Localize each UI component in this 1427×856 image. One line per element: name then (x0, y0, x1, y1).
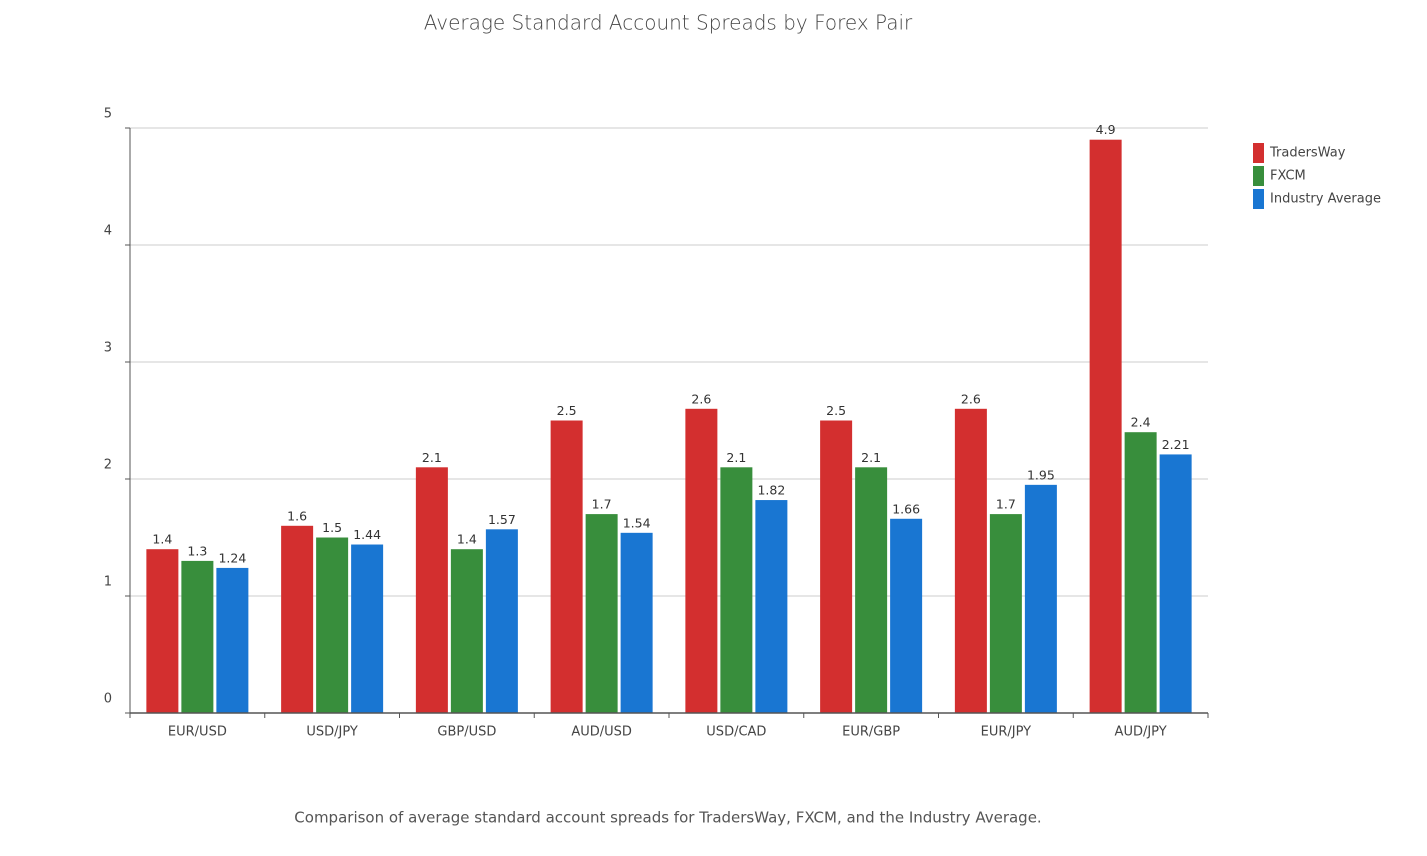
bar (1089, 139, 1122, 713)
value-label: 2.1 (861, 450, 881, 465)
legend-swatch (1253, 189, 1264, 209)
bar (620, 532, 653, 713)
value-label: 1.24 (218, 550, 246, 565)
bar (1159, 454, 1192, 713)
value-label: 1.4 (457, 532, 477, 547)
x-tick-label: USD/CAD (706, 725, 766, 740)
bar (316, 537, 349, 713)
bar (1024, 484, 1057, 713)
bar (585, 514, 618, 713)
value-label: 2.4 (1131, 415, 1151, 430)
x-tick-label: USD/JPY (306, 725, 358, 740)
value-label: 1.7 (996, 497, 1016, 512)
bar (1124, 432, 1157, 713)
x-tick-label: EUR/USD (168, 725, 227, 740)
value-label: 1.66 (892, 501, 920, 516)
bar (181, 560, 214, 713)
value-label: 1.44 (353, 527, 381, 542)
legend-label: TradersWay (1269, 146, 1346, 161)
value-label: 2.5 (557, 403, 577, 418)
value-label: 2.6 (691, 391, 711, 406)
y-tick-label: 5 (104, 107, 112, 122)
bar (855, 467, 888, 713)
value-label: 1.3 (187, 543, 207, 558)
bar (281, 525, 314, 713)
bar (954, 408, 987, 713)
value-label: 2.1 (726, 450, 746, 465)
chart-title: Average Standard Account Spreads by Fore… (424, 11, 913, 35)
value-label: 1.4 (152, 532, 172, 547)
x-tick-label: EUR/JPY (981, 725, 1032, 740)
x-tick-label: GBP/USD (437, 725, 496, 740)
value-label: 1.95 (1027, 467, 1055, 482)
bar (146, 549, 179, 713)
bar (820, 420, 853, 713)
value-label: 1.54 (623, 515, 651, 530)
x-tick-label: AUD/USD (571, 725, 632, 740)
value-label: 2.21 (1162, 437, 1190, 452)
value-label: 2.6 (961, 391, 981, 406)
y-tick-label: 2 (104, 458, 112, 473)
bar (415, 467, 448, 713)
bar (685, 408, 718, 713)
value-label: 1.6 (287, 508, 307, 523)
value-label: 2.5 (826, 403, 846, 418)
legend-swatch (1253, 143, 1264, 163)
y-tick-label: 1 (104, 575, 112, 590)
chart-caption: Comparison of average standard account s… (294, 809, 1041, 827)
x-tick-label: EUR/GBP (842, 725, 900, 740)
bar (485, 529, 518, 713)
y-tick-label: 0 (104, 692, 112, 707)
bar (755, 500, 788, 713)
value-label: 2.1 (422, 450, 442, 465)
y-tick-label: 4 (104, 224, 112, 239)
bar (450, 549, 483, 713)
bar (351, 544, 384, 713)
bar (550, 420, 583, 713)
legend-swatch (1253, 166, 1264, 186)
bar (216, 567, 249, 713)
legend-label: FXCM (1270, 169, 1306, 184)
value-label: 4.9 (1096, 122, 1116, 137)
bar (720, 467, 753, 713)
bar (890, 518, 923, 713)
value-label: 1.5 (322, 520, 342, 535)
bar (989, 514, 1022, 713)
value-label: 1.57 (488, 512, 516, 527)
value-label: 1.82 (757, 483, 785, 498)
y-tick-label: 3 (104, 341, 112, 356)
x-tick-label: AUD/JPY (1115, 725, 1167, 740)
legend-label: Industry Average (1270, 192, 1381, 207)
value-label: 1.7 (592, 497, 612, 512)
